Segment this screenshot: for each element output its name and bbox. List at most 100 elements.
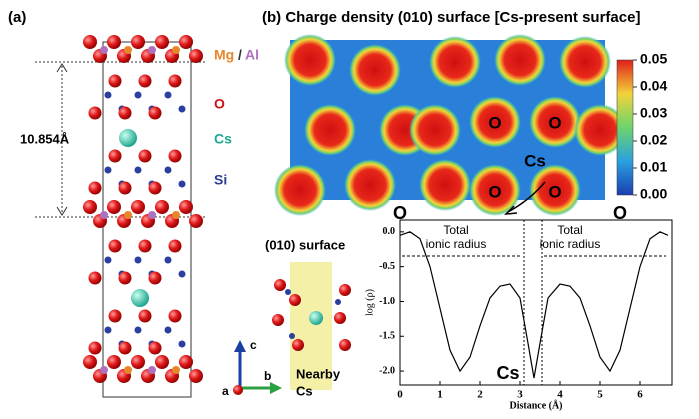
- o-atom: [272, 314, 284, 326]
- density-peak: [419, 159, 471, 211]
- o-atom: [108, 74, 122, 88]
- o-atom: [131, 200, 145, 214]
- cs-label: Cs: [214, 131, 232, 147]
- density-peak: [274, 164, 326, 216]
- si-atom: [178, 105, 186, 113]
- si-atom: [335, 299, 341, 305]
- o-atom: [118, 341, 132, 355]
- si-atom: [178, 340, 186, 348]
- y-tick-label: 0.0: [383, 226, 396, 237]
- mg-atom: [172, 46, 180, 54]
- inset-title: (010) surface: [265, 237, 345, 252]
- o-atom: [155, 35, 169, 49]
- colorbar-label: 0.05: [640, 51, 667, 67]
- si-label: Si: [214, 172, 227, 188]
- density-peak: [494, 34, 546, 86]
- mg-label: Mg: [214, 47, 234, 63]
- o-label: O: [214, 96, 225, 112]
- o-atom: [83, 200, 97, 214]
- o-atom: [88, 181, 102, 195]
- map-label: O: [488, 113, 501, 132]
- si-atom: [164, 91, 172, 99]
- colorbar-label: 0.01: [640, 159, 667, 175]
- panel-title: (b) Charge density (010) surface [Cs-pre…: [262, 9, 640, 26]
- o-atom: [108, 309, 122, 323]
- density-blobs: O OO OCs: [274, 34, 626, 216]
- si-atom: [178, 270, 186, 278]
- o-atom: [339, 284, 351, 296]
- density-peak: [304, 104, 356, 156]
- o-atom: [168, 309, 182, 323]
- y-tick-label: -0.5: [379, 261, 395, 272]
- x-tick-label: 4: [557, 389, 563, 401]
- x-tick-label: 2: [477, 389, 483, 401]
- x-tick-label: 3: [517, 389, 523, 401]
- pointer-arrow: [507, 181, 546, 213]
- spacing-label: 10.854Å: [20, 131, 70, 146]
- x-axis-label: Distance (Å): [509, 399, 562, 411]
- colorbar-label: 0.03: [640, 105, 667, 121]
- o-atom: [131, 355, 145, 369]
- mg-atom: [124, 366, 132, 374]
- o-atom: [138, 239, 152, 253]
- si-atom: [104, 166, 112, 174]
- structure: [83, 35, 203, 383]
- mg-atom: [172, 211, 180, 219]
- o-label: O: [613, 203, 627, 223]
- slash: /: [238, 47, 242, 63]
- map-label: O: [548, 182, 561, 201]
- mg-atom: [124, 211, 132, 219]
- cs-atom: [309, 311, 323, 325]
- inset-label: Cs: [296, 383, 313, 398]
- density-peak: [469, 164, 521, 216]
- colorbar-label: 0.04: [640, 78, 667, 94]
- si-atom: [134, 326, 142, 334]
- line-series: [399, 231, 669, 379]
- radius-label: ionic radius: [426, 237, 487, 251]
- o-atom: [148, 341, 162, 355]
- o-atom: [107, 355, 121, 369]
- si-atom: [134, 91, 142, 99]
- inset-label: Nearby: [296, 366, 341, 381]
- si-atom: [289, 333, 295, 339]
- o-atom: [138, 74, 152, 88]
- o-atom: [108, 149, 122, 163]
- o-atom: [148, 181, 162, 195]
- o-atom: [88, 271, 102, 285]
- cs-atom: [131, 289, 149, 307]
- o-atom: [155, 200, 169, 214]
- density-peak: [529, 164, 581, 216]
- axis-origin: [233, 385, 243, 395]
- o-atom: [138, 149, 152, 163]
- si-atom: [164, 326, 172, 334]
- axis-label: b: [264, 369, 271, 383]
- x-tick-label: 0: [397, 389, 403, 401]
- colorbar-label: 0.02: [640, 132, 667, 148]
- cs-label: Cs: [496, 363, 519, 383]
- radius-label: Total: [443, 223, 468, 237]
- map-label: Cs: [524, 151, 546, 170]
- density-peak: [349, 44, 401, 96]
- o-atom: [138, 309, 152, 323]
- o-atom: [108, 239, 122, 253]
- o-atom: [179, 35, 193, 49]
- map-label: O: [548, 113, 561, 132]
- o-atom: [83, 355, 97, 369]
- o-atom: [292, 339, 304, 351]
- radius-label: Total: [557, 223, 582, 237]
- arrow-heads: [56, 63, 68, 216]
- colorbar: [616, 59, 634, 196]
- o-atom: [168, 239, 182, 253]
- o-atom: [83, 35, 97, 49]
- plot-frame: [399, 219, 673, 386]
- o-atom: [118, 106, 132, 120]
- x-tick-label: 5: [597, 389, 603, 401]
- density-peak: [344, 159, 396, 211]
- y-tick-label: -2.0: [379, 365, 395, 376]
- o-atom: [88, 341, 102, 355]
- axis-label: c: [250, 338, 257, 352]
- density-peak: [469, 96, 521, 148]
- mg-atom: [148, 46, 156, 54]
- radius-label: ionic radius: [540, 237, 601, 251]
